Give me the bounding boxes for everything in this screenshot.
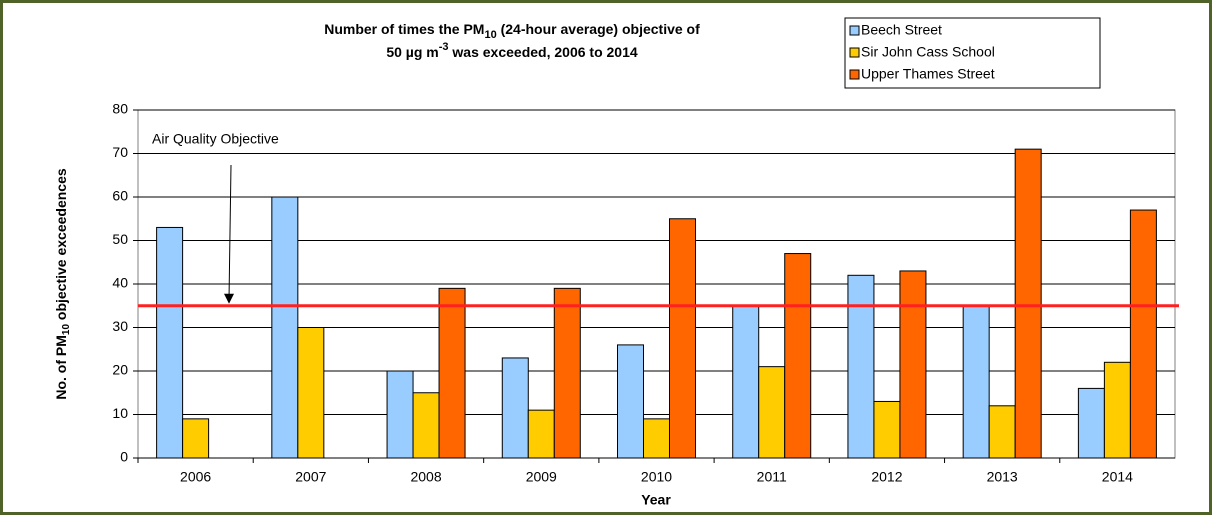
x-axis-label: Year [641, 492, 671, 508]
y-tick-label: 70 [112, 144, 128, 160]
y-tick-label: 0 [120, 449, 128, 465]
bar [438, 287, 466, 459]
legend-swatch [849, 47, 860, 58]
title-part: Number of times the PM [324, 21, 484, 37]
legend-swatch [849, 69, 860, 80]
y-tick-label: 60 [112, 188, 128, 204]
chart-title: 50 µg m-3 was exceeded, 2006 to 2014 [386, 41, 638, 60]
bar [1077, 387, 1105, 459]
label-part: No. of PM [53, 335, 69, 400]
y-axis-label: No. of PM10 objective exceedences [53, 168, 72, 400]
x-tick-label: 2006 [180, 469, 211, 485]
x-tick-label: 2008 [410, 469, 441, 485]
x-tick-label: 2011 [757, 469, 787, 485]
bar [873, 400, 901, 459]
bar [617, 344, 644, 459]
legend-swatch [849, 25, 860, 36]
y-tick-label: 40 [112, 275, 128, 291]
bar [271, 196, 299, 459]
label-sub: 10 [61, 324, 72, 336]
label-part: objective exceedences [53, 168, 69, 324]
y-tick-label: 10 [112, 405, 128, 421]
y-tick-label: 30 [112, 318, 128, 334]
x-tick-label: 2010 [641, 469, 672, 485]
arrow-head [224, 293, 234, 304]
bar [1014, 148, 1042, 459]
bar [527, 409, 555, 459]
bar [962, 305, 990, 459]
x-tick-label: 2014 [1102, 469, 1133, 485]
title-part: was exceeded, 2006 to 2014 [449, 44, 638, 60]
legend-box [844, 17, 1101, 89]
bar [758, 366, 786, 459]
bar [412, 392, 440, 459]
title-part: (24-hour average) objective of [497, 21, 700, 37]
bar [553, 287, 581, 459]
chart-title: Number of times the PM10 (24-hour averag… [324, 21, 700, 41]
bar [988, 405, 1016, 459]
legend-label: Upper Thames Street [861, 66, 995, 82]
title-sub: 10 [484, 29, 496, 41]
bar [643, 418, 670, 459]
bar [156, 226, 184, 459]
bar [297, 327, 325, 459]
bar [386, 370, 414, 459]
arrow-shaft [228, 164, 232, 300]
y-tick-label: 20 [112, 362, 128, 378]
y-tick-label: 80 [112, 101, 128, 117]
y-tick-label: 50 [112, 231, 128, 247]
x-tick-label: 2013 [987, 469, 1018, 485]
bar [784, 253, 812, 459]
bar [501, 357, 529, 459]
bar [1129, 209, 1157, 459]
legend-label: Sir John Cass School [861, 44, 995, 60]
x-tick-label: 2012 [871, 469, 902, 485]
title-sup: -3 [439, 41, 449, 53]
annotation: Air Quality Objective [152, 131, 279, 147]
bar [669, 218, 696, 459]
title-part: 50 µg m [386, 44, 438, 60]
legend-label: Beech Street [861, 22, 942, 38]
bar [899, 270, 927, 459]
bar [847, 274, 875, 459]
bar [732, 305, 760, 459]
bar [182, 418, 210, 459]
bar [1103, 361, 1131, 459]
x-tick-label: 2009 [526, 469, 557, 485]
x-tick-label: 2007 [295, 469, 326, 485]
